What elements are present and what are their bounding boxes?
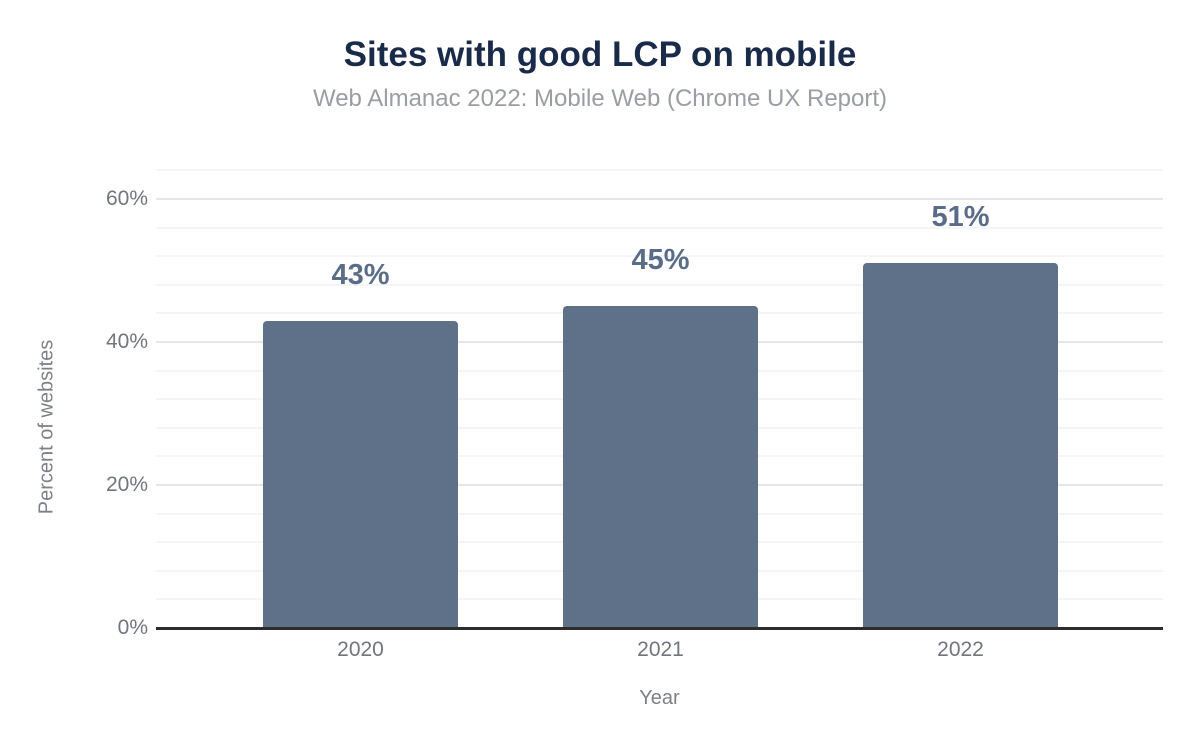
minor-gridline (156, 255, 1163, 258)
y-axis-title: Percent of websites (35, 339, 58, 515)
bar-2022 (863, 263, 1058, 628)
y-tick-label: 0% (117, 616, 148, 639)
minor-gridline (156, 283, 1163, 286)
bar-2020 (263, 320, 458, 628)
x-axis-title: Year (639, 687, 680, 709)
y-tick-label: 60% (105, 187, 148, 210)
minor-gridline (156, 169, 1163, 172)
bar-2021 (563, 306, 758, 628)
bar-value-label: 51% (931, 201, 990, 234)
chart-title: Sites with good LCP on mobile (343, 35, 857, 74)
x-tick-label: 2022 (937, 638, 984, 661)
x-tick-label: 2021 (637, 638, 684, 661)
bar-value-label: 45% (631, 244, 690, 277)
x-axis-line (156, 627, 1163, 630)
major-gridline (156, 198, 1163, 200)
y-tick-label: 20% (105, 473, 148, 496)
minor-gridline (156, 226, 1163, 229)
bar-value-label: 43% (331, 258, 390, 291)
x-tick-label: 2020 (337, 638, 384, 661)
chart-subtitle: Web Almanac 2022: Mobile Web (Chrome UX … (312, 85, 888, 112)
y-tick-label: 40% (105, 330, 148, 353)
